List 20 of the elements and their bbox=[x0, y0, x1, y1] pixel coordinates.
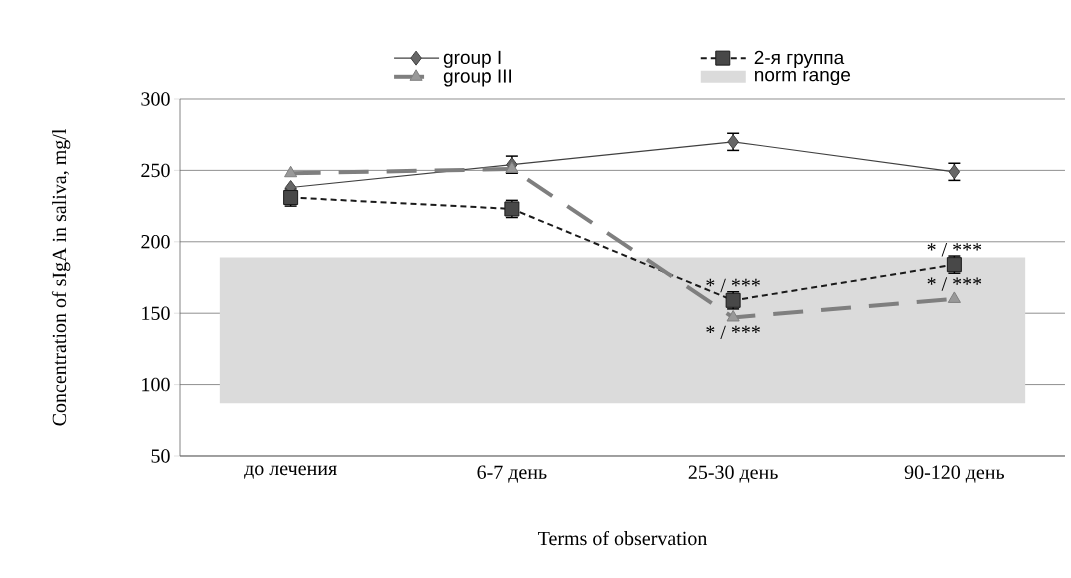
x-tick-label: 6-7 день bbox=[477, 465, 547, 483]
x-tick-label: 90-120 день bbox=[904, 465, 1005, 483]
y-tick-label: 200 bbox=[141, 235, 170, 249]
annotation: * / *** bbox=[706, 325, 760, 340]
y-tick-label: 50 bbox=[151, 449, 170, 463]
annotation: * / *** bbox=[927, 243, 982, 257]
y-tick-label: 100 bbox=[142, 377, 170, 392]
y-tick-label: 250 bbox=[141, 163, 170, 178]
annotation: * / *** bbox=[706, 278, 760, 293]
y-tick-label: 150 bbox=[142, 306, 170, 320]
x-axis-title: Terms of observation bbox=[538, 530, 708, 546]
legend-label: norm range bbox=[755, 70, 851, 86]
y-tick-label: 300 bbox=[141, 92, 170, 106]
legend-label: 2-я группа bbox=[754, 50, 845, 68]
y-axis-title: Concentration of sIgA in saliva, mg/l bbox=[51, 129, 71, 426]
annotation: * / *** bbox=[927, 277, 982, 291]
x-tick-label: 25-30 день bbox=[688, 465, 778, 483]
legend-label: group I bbox=[443, 50, 501, 68]
x-tick-label: до лечения bbox=[244, 465, 337, 479]
legend-label: group III bbox=[443, 69, 512, 87]
